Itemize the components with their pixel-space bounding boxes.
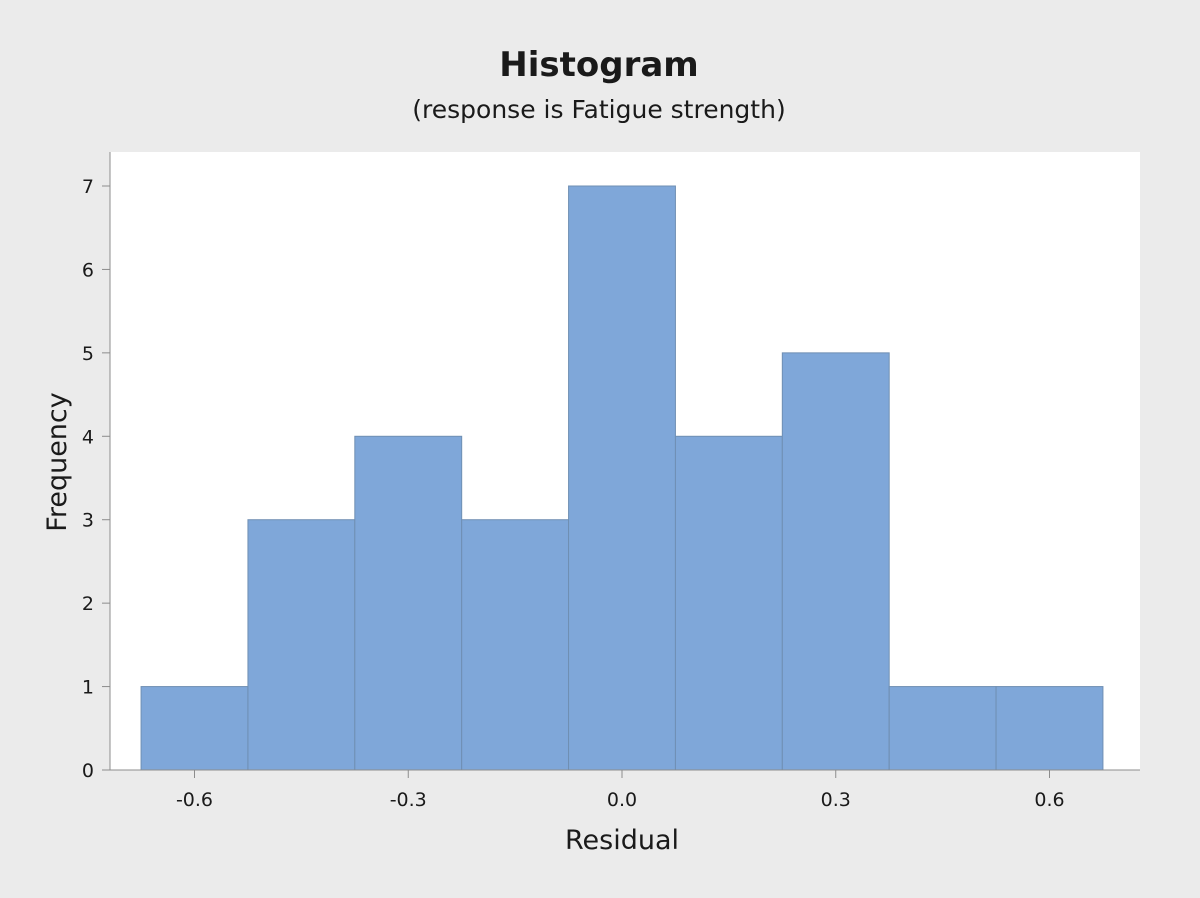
histogram-bar — [354, 435, 463, 771]
histogram-bar — [140, 686, 249, 771]
histogram-bar — [781, 352, 890, 771]
x-tick-label: -0.6 — [176, 789, 213, 811]
histogram-bar — [461, 519, 570, 771]
y-axis-label: Frequency — [42, 392, 73, 532]
x-tick-label: 0.0 — [607, 789, 637, 811]
histogram-bar — [247, 519, 356, 771]
y-tick-label: 3 — [82, 510, 94, 532]
y-tick-label: 5 — [82, 343, 94, 365]
x-axis-label: Residual — [565, 825, 679, 856]
y-tick-label: 0 — [82, 760, 94, 782]
histogram-bar — [674, 435, 783, 771]
chart-title: Histogram — [499, 45, 698, 85]
x-tick-label: -0.3 — [390, 789, 427, 811]
y-tick-label: 2 — [82, 593, 94, 615]
y-tick-label: 7 — [82, 176, 94, 198]
histogram-bar — [995, 686, 1104, 771]
axes-group: -0.6 -0.3 0.0 0.3 0.6 0 1 2 3 4 5 6 7 — [82, 152, 1140, 811]
histogram-bar — [568, 185, 676, 771]
y-tick-label: 1 — [82, 677, 94, 699]
y-tick-label: 6 — [82, 259, 94, 281]
chart-subtitle: (response is Fatigue strength) — [412, 95, 785, 124]
x-tick-label: 0.6 — [1034, 789, 1064, 811]
bars-group — [140, 185, 1104, 771]
y-tick-label: 4 — [82, 426, 94, 448]
x-tick-label: 0.3 — [821, 789, 851, 811]
histogram-bar — [888, 686, 997, 771]
